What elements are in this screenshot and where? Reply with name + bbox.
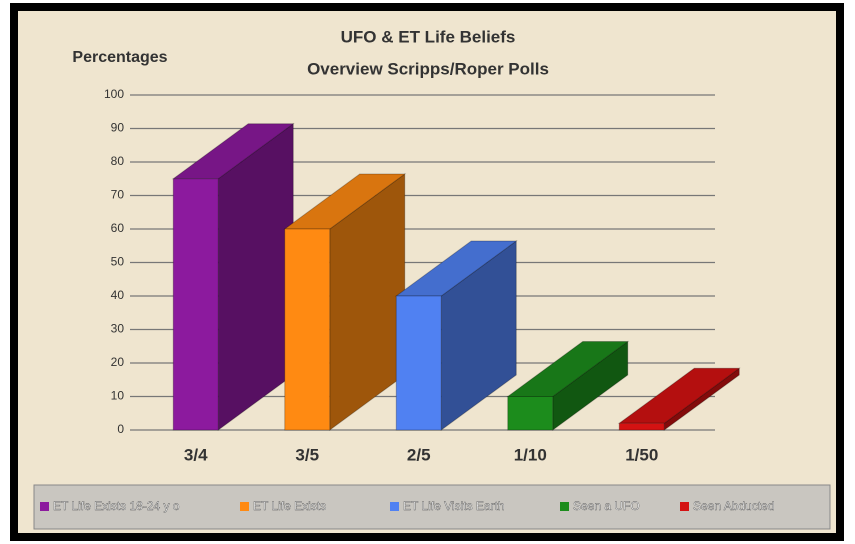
y-axis-label: Percentages <box>72 49 167 66</box>
bar-front <box>284 228 331 431</box>
x-tick-label: 1/50 <box>625 445 658 464</box>
x-tick-label: 3/5 <box>295 445 319 464</box>
y-tick-label: 0 <box>117 422 124 436</box>
x-tick-label: 1/10 <box>514 445 547 464</box>
bar-front <box>507 396 554 431</box>
bar-front <box>172 178 219 431</box>
x-tick-label: 3/4 <box>184 445 208 464</box>
bar <box>506 340 630 431</box>
legend-swatch <box>680 502 689 511</box>
chart-title: UFO & ET Life Beliefs <box>341 27 516 46</box>
y-tick-label: 100 <box>104 87 124 101</box>
legend-box <box>33 484 831 530</box>
chart-subtitle: Overview Scripps/Roper Polls <box>307 59 549 78</box>
bar <box>171 122 295 431</box>
legend-label: Seen a UFO <box>573 499 640 513</box>
legend-label: ET Life Exists <box>253 499 326 513</box>
legend-swatch <box>560 502 569 511</box>
y-tick-label: 80 <box>111 154 125 168</box>
y-tick-label: 10 <box>111 389 125 403</box>
legend-swatch <box>40 502 49 511</box>
bar <box>394 240 518 431</box>
y-tick-label: 40 <box>111 288 125 302</box>
y-tick-label: 30 <box>111 322 125 336</box>
legend-swatch <box>240 502 249 511</box>
y-tick-label: 60 <box>111 221 125 235</box>
bar <box>617 367 741 431</box>
y-tick-label: 20 <box>111 355 125 369</box>
bar-front <box>618 422 665 431</box>
y-tick-label: 90 <box>111 121 125 135</box>
legend-label: ET Life Visits Earth <box>403 499 505 513</box>
legend-label: ET Life Exists 18-24 y o <box>53 499 180 513</box>
bar-front <box>395 295 442 431</box>
y-tick-label: 70 <box>111 188 125 202</box>
y-tick-label: 50 <box>111 255 125 269</box>
x-tick-label: 2/5 <box>407 445 431 464</box>
legend-label: Seen Abducted <box>693 499 774 513</box>
bar <box>283 173 407 431</box>
legend-swatch <box>390 502 399 511</box>
